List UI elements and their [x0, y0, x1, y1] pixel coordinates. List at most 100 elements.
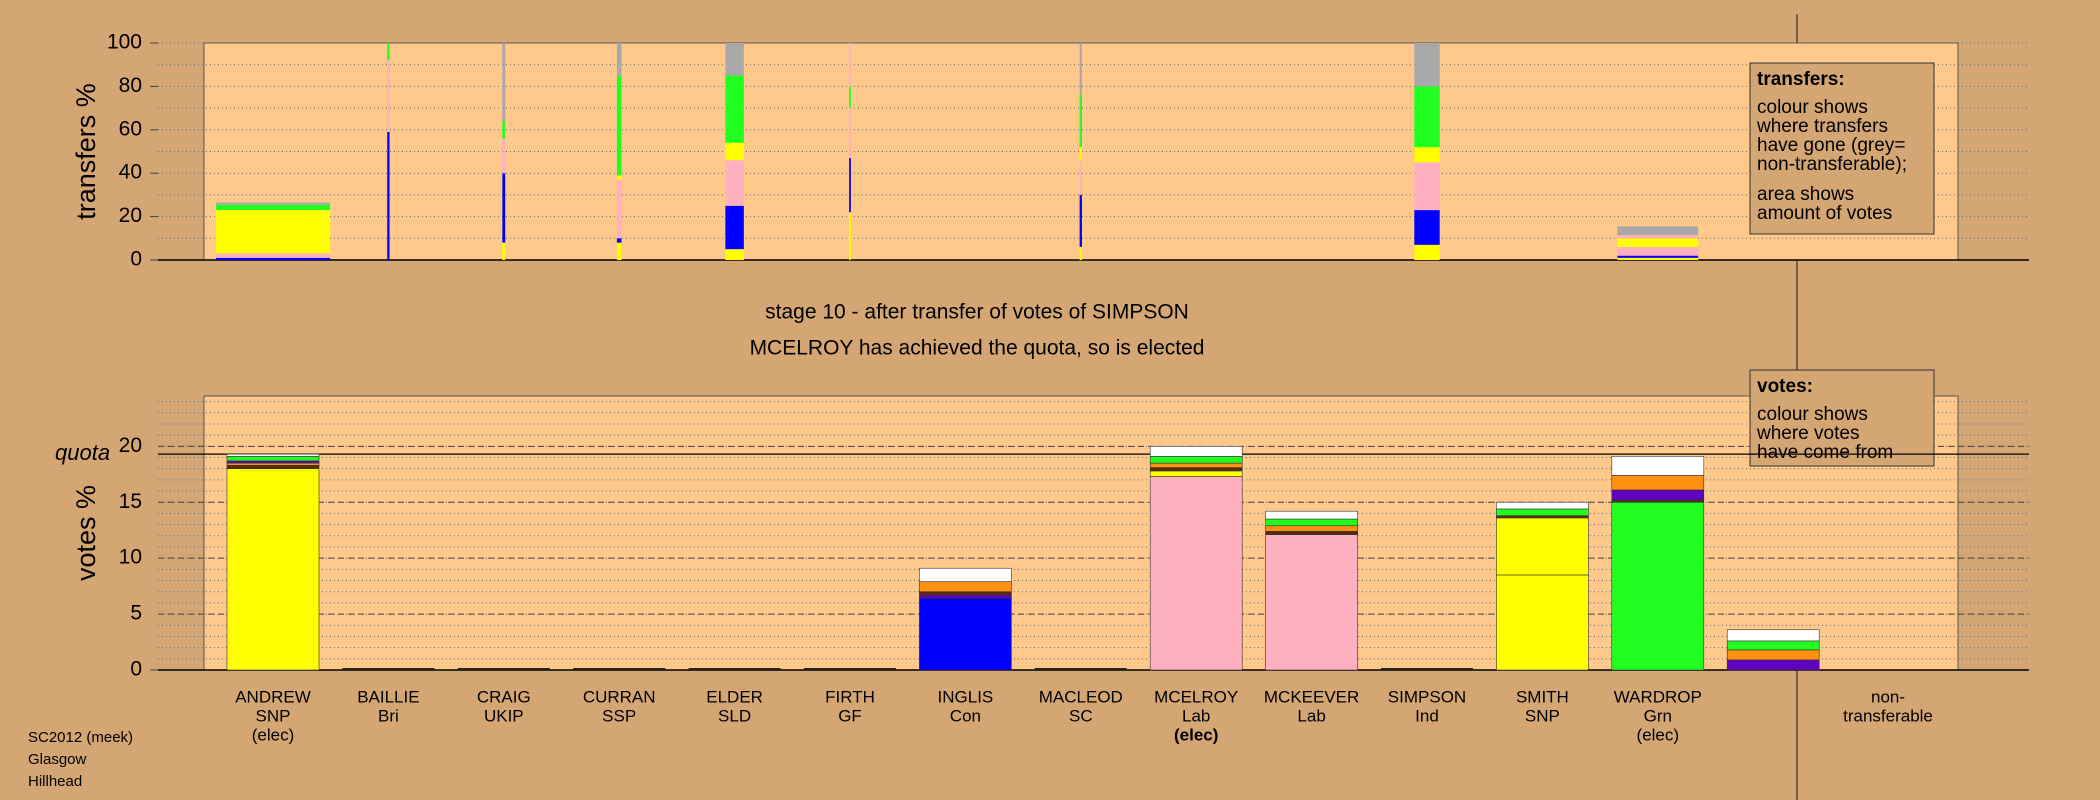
transfer-segment	[1414, 210, 1440, 245]
y-tick-label: 15	[119, 490, 142, 513]
x-tick-label: UKIP	[484, 706, 524, 725]
transfer-segment	[725, 43, 744, 76]
transfer-segment	[616, 75, 622, 176]
note-box	[1749, 369, 1935, 467]
transfer-segment	[215, 204, 331, 211]
vote-segment	[1496, 508, 1589, 516]
transfer-segment	[725, 160, 744, 206]
x-tick-label: MCKEEVER	[1264, 687, 1359, 706]
transfer-bar	[849, 43, 851, 260]
transfer-segment	[1617, 257, 1699, 260]
transfer-segment	[502, 43, 506, 122]
vote-segment	[226, 453, 320, 457]
transfer-segment	[387, 60, 390, 132]
footer-line: Glasgow	[28, 751, 87, 768]
vote-segment	[1496, 574, 1589, 671]
transfer-segment	[1617, 235, 1699, 239]
x-tick-label: Grn	[1644, 706, 1672, 725]
vote-segment	[1265, 518, 1358, 527]
vote-segment	[1265, 525, 1358, 532]
transfer-segment	[1617, 238, 1699, 247]
transfer-bar	[725, 43, 744, 260]
quota-label: quota	[55, 440, 110, 465]
transfer-segment	[1617, 255, 1699, 258]
vote-segment	[1149, 467, 1243, 472]
x-tick-label: MCELROY	[1154, 687, 1238, 706]
vote-segment	[919, 591, 1012, 596]
vote-segment	[919, 581, 1012, 593]
transfer-segment	[849, 108, 851, 159]
x-tick-label: BAILLIE	[357, 687, 419, 706]
transfer-segment	[1079, 95, 1082, 148]
transfer-segment	[215, 210, 331, 254]
x-tick-label: WARDROP	[1614, 687, 1702, 706]
transfer-segment	[215, 257, 331, 260]
x-tick-label: ELDER	[706, 687, 763, 706]
transfer-bar	[1414, 43, 1440, 260]
transfer-segment	[849, 212, 851, 260]
vote-segment	[1726, 640, 1820, 651]
note-box	[1749, 62, 1935, 235]
transfer-segment	[1079, 246, 1082, 260]
x-tick-label: transferable	[1843, 706, 1933, 725]
transfer-segment	[1079, 194, 1082, 247]
x-tick-label: CURRAN	[583, 687, 656, 706]
x-tick-label: (elec)	[1637, 725, 1680, 744]
x-tick-label: INGLIS	[938, 687, 994, 706]
x-tick-label: SIMPSON	[1388, 687, 1466, 706]
vote-segment	[1149, 476, 1243, 671]
transfer-segment	[387, 131, 390, 260]
stage-title: stage 10 - after transfer of votes of SI…	[765, 301, 1189, 324]
x-tick-label: Bri	[378, 706, 399, 725]
y-tick-label: 20	[119, 434, 142, 457]
transfer-segment	[1414, 244, 1440, 260]
transfer-segment	[849, 86, 851, 109]
transfer-segment	[387, 43, 390, 61]
y-tick-label: 20	[119, 204, 142, 227]
transfer-segment	[725, 142, 744, 161]
x-tick-label: SSP	[602, 706, 636, 725]
transfer-segment	[1414, 162, 1440, 211]
note-line: colour shows	[1757, 404, 1868, 425]
vote-segment	[1496, 501, 1589, 510]
vote-segment	[919, 567, 1012, 582]
transfer-segment	[1414, 43, 1440, 87]
x-tick-label: Lab	[1182, 706, 1210, 725]
x-tick-label: SMITH	[1516, 687, 1569, 706]
vote-segment	[1496, 517, 1589, 576]
note-line: where votes	[1756, 423, 1859, 444]
transfer-segment	[502, 121, 506, 139]
x-tick-label: non-	[1871, 687, 1905, 706]
transfer-bar	[1617, 226, 1699, 260]
transfer-bar	[1079, 43, 1082, 260]
vote-segment	[1611, 501, 1705, 671]
transfer-segment	[616, 242, 622, 260]
x-tick-label: SLD	[718, 706, 751, 725]
x-tick-label: MACLEOD	[1039, 687, 1123, 706]
transfer-segment	[1414, 147, 1440, 163]
note-line: have come from	[1757, 442, 1893, 463]
transfer-segment	[616, 179, 622, 239]
vote-segment	[1496, 515, 1589, 519]
vote-segment	[1611, 499, 1705, 503]
vote-segment	[1149, 446, 1243, 457]
vote-segment	[1726, 649, 1820, 661]
x-tick-label: Ind	[1415, 706, 1439, 725]
vote-segment	[226, 462, 320, 466]
y-tick-label: 5	[130, 602, 142, 625]
x-tick-label: SNP	[256, 706, 291, 725]
transfer-segment	[849, 158, 851, 213]
vote-segment	[1611, 475, 1705, 491]
transfer-segment	[725, 205, 744, 250]
x-tick-label: Con	[950, 706, 981, 725]
x-tick-label: (elec)	[252, 725, 295, 744]
stage-subtitle: MCELROY has achieved the quota, so is el…	[750, 337, 1205, 360]
x-tick-label: SC	[1069, 706, 1093, 725]
transfer-segment	[1079, 147, 1082, 161]
transfer-segment	[502, 138, 506, 174]
y-tick-label: 0	[130, 248, 142, 271]
transfer-segment	[1617, 226, 1699, 236]
vote-segment	[226, 465, 320, 469]
x-tick-label: GF	[838, 706, 862, 725]
